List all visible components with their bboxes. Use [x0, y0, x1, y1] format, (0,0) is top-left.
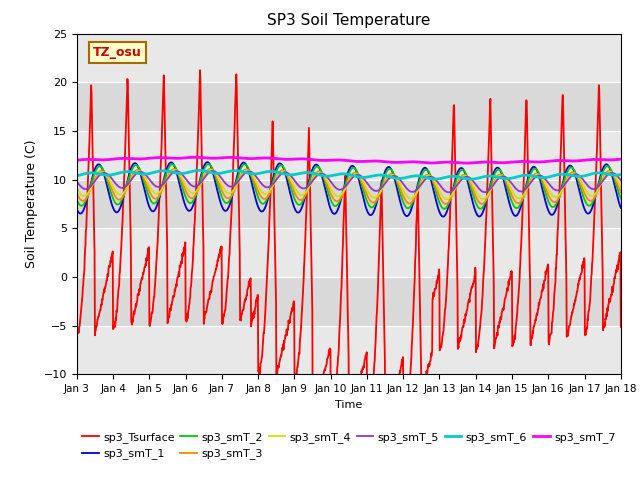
X-axis label: Time: Time	[335, 400, 362, 409]
sp3_smT_1	[73, 206, 81, 212]
sp3_smT_4	[194, 186, 202, 192]
sp3_smT_5	[255, 178, 263, 183]
sp3_smT_2	[617, 196, 625, 202]
sp3_smT_1	[439, 214, 447, 219]
sp3_smT_7	[73, 157, 81, 163]
sp3_smT_2	[194, 186, 202, 192]
sp3_smT_2	[440, 206, 448, 212]
sp3_smT_7	[553, 157, 561, 163]
sp3_smT_5	[445, 190, 452, 195]
sp3_smT_4	[255, 185, 263, 191]
sp3_smT_1	[255, 206, 263, 212]
sp3_smT_7	[434, 160, 442, 166]
Bar	[77, 82, 621, 131]
sp3_smT_7	[191, 155, 198, 160]
sp3_smT_5	[617, 178, 625, 183]
sp3_smT_3	[73, 191, 81, 196]
sp3_smT_5	[434, 179, 442, 185]
sp3_smT_1	[434, 203, 442, 209]
Line: sp3_smT_3: sp3_smT_3	[77, 169, 621, 204]
sp3_Tsurface	[505, 282, 513, 288]
sp3_smT_4	[617, 184, 625, 190]
sp3_smT_2	[434, 194, 442, 200]
sp3_smT_7	[505, 159, 513, 165]
sp3_smT_2	[205, 161, 212, 167]
sp3_Tsurface	[617, 324, 625, 330]
sp3_smT_4	[434, 184, 442, 190]
Line: sp3_smT_1: sp3_smT_1	[77, 162, 621, 216]
Bar	[77, 277, 621, 326]
Y-axis label: Soil Temperature (C): Soil Temperature (C)	[25, 140, 38, 268]
sp3_smT_6	[73, 173, 81, 179]
sp3_smT_1	[617, 205, 625, 211]
sp3_smT_3	[617, 190, 625, 195]
sp3_Tsurface	[255, 371, 263, 376]
sp3_Tsurface	[194, 141, 202, 147]
sp3_smT_3	[434, 189, 442, 194]
sp3_smT_2	[553, 200, 561, 205]
sp3_smT_1	[204, 159, 211, 165]
sp3_smT_7	[617, 156, 625, 162]
sp3_Tsurface	[196, 67, 204, 73]
Text: TZ_osu: TZ_osu	[93, 46, 142, 59]
sp3_smT_1	[194, 186, 202, 192]
sp3_smT_4	[207, 167, 215, 173]
sp3_smT_3	[206, 166, 214, 172]
sp3_smT_7	[180, 155, 188, 161]
sp3_smT_3	[442, 201, 450, 207]
sp3_smT_1	[180, 201, 188, 206]
sp3_Tsurface	[400, 433, 408, 439]
Title: SP3 Soil Temperature: SP3 Soil Temperature	[267, 13, 431, 28]
sp3_Tsurface	[73, 329, 81, 335]
sp3_smT_5	[209, 168, 217, 174]
sp3_smT_5	[73, 179, 81, 184]
Bar	[77, 180, 621, 228]
sp3_smT_3	[505, 185, 513, 191]
sp3_smT_3	[255, 190, 263, 196]
Line: sp3_smT_7: sp3_smT_7	[77, 157, 621, 163]
sp3_Tsurface	[434, 276, 442, 281]
sp3_smT_6	[467, 176, 475, 182]
sp3_smT_6	[255, 170, 263, 176]
sp3_smT_2	[73, 197, 81, 203]
sp3_smT_2	[180, 191, 188, 197]
sp3_Tsurface	[180, 244, 188, 250]
sp3_smT_2	[255, 197, 263, 203]
sp3_smT_6	[195, 168, 203, 173]
sp3_smT_5	[180, 174, 188, 180]
sp3_smT_1	[553, 203, 561, 209]
sp3_smT_4	[443, 196, 451, 202]
Line: sp3_smT_2: sp3_smT_2	[77, 164, 621, 209]
Legend: sp3_Tsurface, sp3_smT_1, sp3_smT_2, sp3_smT_3, sp3_smT_4, sp3_smT_5, sp3_smT_6, : sp3_Tsurface, sp3_smT_1, sp3_smT_2, sp3_…	[77, 428, 620, 464]
sp3_smT_1	[505, 198, 513, 204]
sp3_smT_4	[553, 194, 561, 200]
sp3_smT_6	[180, 170, 188, 176]
sp3_smT_5	[505, 177, 513, 183]
sp3_smT_4	[73, 185, 81, 191]
Line: sp3_smT_5: sp3_smT_5	[77, 171, 621, 192]
sp3_smT_2	[505, 190, 513, 196]
sp3_smT_3	[194, 188, 202, 194]
Line: sp3_Tsurface: sp3_Tsurface	[77, 70, 621, 436]
sp3_smT_5	[553, 188, 561, 193]
sp3_smT_6	[505, 176, 513, 181]
Line: sp3_smT_4: sp3_smT_4	[77, 170, 621, 199]
Line: sp3_smT_6: sp3_smT_6	[77, 170, 621, 179]
sp3_smT_4	[180, 180, 188, 186]
sp3_smT_6	[434, 176, 442, 182]
sp3_smT_7	[255, 156, 263, 161]
sp3_Tsurface	[553, 252, 561, 257]
sp3_smT_6	[617, 172, 625, 178]
sp3_smT_5	[194, 182, 202, 188]
sp3_smT_3	[180, 185, 188, 191]
sp3_smT_3	[553, 198, 561, 204]
sp3_smT_6	[194, 168, 202, 173]
sp3_smT_7	[463, 160, 470, 166]
sp3_smT_4	[505, 181, 513, 187]
sp3_smT_7	[195, 155, 202, 160]
sp3_smT_6	[553, 172, 561, 178]
